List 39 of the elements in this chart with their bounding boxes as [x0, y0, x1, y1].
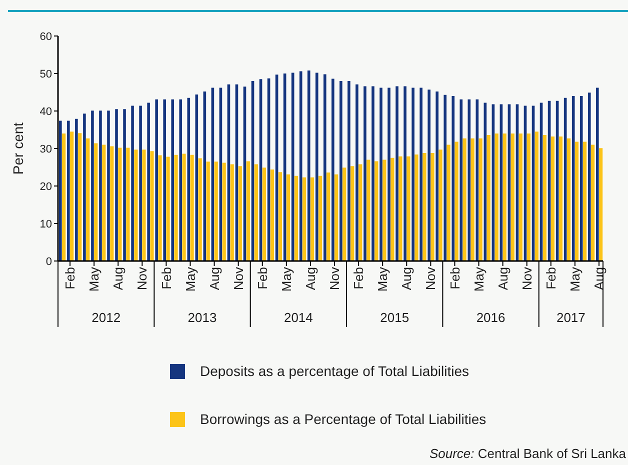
x-tick-label: Nov: [519, 266, 534, 290]
source-note: Source: Central Bank of Sri Lanka: [429, 446, 627, 461]
x-tick-label: May: [568, 266, 582, 292]
x-tick-label: Nov: [423, 266, 438, 290]
x-tick-label: May: [375, 266, 390, 292]
text: 2013: [188, 310, 217, 325]
x-tick-label: Aug: [399, 267, 414, 290]
x-tick-label: Feb: [351, 267, 366, 290]
y-tick-label: 20: [40, 180, 52, 193]
y-tick-label: 50: [40, 68, 52, 80]
y-tick-label: 0: [46, 256, 52, 268]
y-axis-title: Per cent: [10, 122, 26, 175]
x-tick-label: Feb: [543, 267, 558, 290]
x-tick-label: May: [278, 266, 294, 292]
x-tick-label: Feb: [62, 267, 78, 290]
x-tick-label: Feb: [447, 267, 462, 290]
text: 2014: [284, 310, 313, 325]
x-tick-label: Aug: [303, 267, 318, 290]
x-tick-label: Aug: [495, 267, 510, 290]
x-tick-label: Feb: [254, 267, 270, 290]
x-tick-label: Nov: [230, 266, 246, 290]
text: 2017: [556, 310, 586, 325]
text: 2016: [476, 310, 506, 325]
x-tick-label: May: [471, 266, 486, 292]
x-tick-label: May: [86, 266, 102, 292]
x-tick-label: Aug: [110, 267, 126, 290]
text: 2015: [380, 310, 410, 325]
y-tick-label: 30: [40, 143, 52, 156]
y-tick-label: 10: [40, 218, 52, 230]
x-tick-label: May: [182, 266, 198, 292]
legend-label: Borrowings as a Percentage of Total Liabilities: [200, 411, 486, 427]
text: 2012: [92, 310, 121, 325]
x-tick-label: Nov: [134, 266, 150, 290]
legend-label: Deposits as a percentage of Total Liabilities: [200, 363, 470, 379]
y-tick-label: 40: [40, 106, 52, 118]
x-tick-label: Feb: [158, 267, 174, 290]
x-tick-label: Aug: [206, 267, 222, 290]
x-tick-label: Nov: [327, 266, 342, 290]
y-tick-label: 60: [40, 30, 52, 43]
